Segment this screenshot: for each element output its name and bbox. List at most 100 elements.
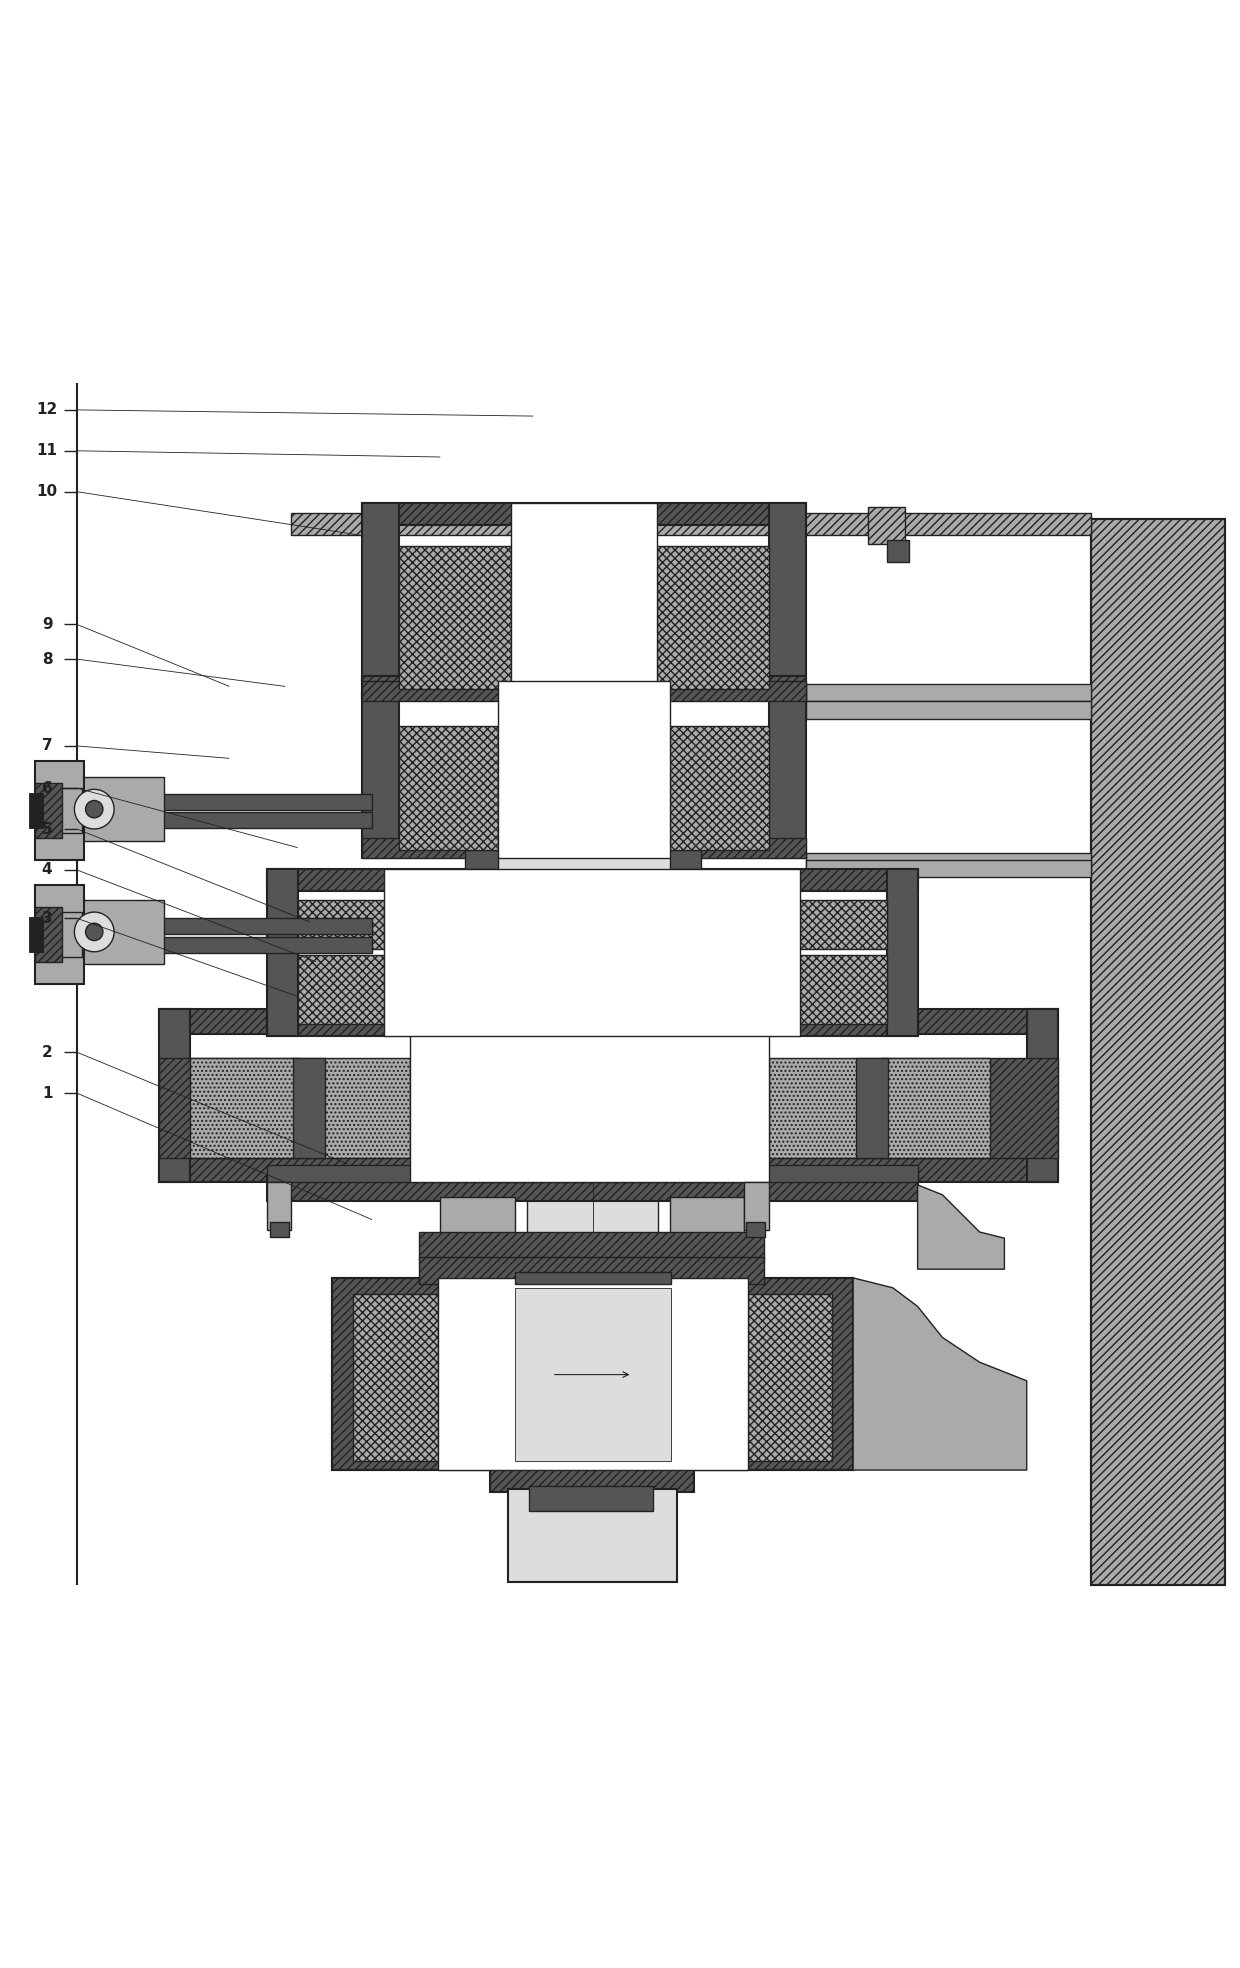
Bar	[882, 1059, 1058, 1157]
Bar	[744, 1183, 769, 1230]
Bar	[657, 547, 769, 689]
Bar	[159, 1059, 298, 1157]
Bar	[29, 793, 43, 829]
Bar	[1027, 1010, 1058, 1183]
Bar	[362, 681, 806, 701]
Bar	[267, 1014, 918, 1035]
Polygon shape	[853, 1277, 1027, 1470]
Bar	[529, 1486, 653, 1511]
Bar	[159, 1010, 190, 1183]
Bar	[291, 514, 1091, 535]
Bar	[806, 685, 1091, 701]
Bar	[267, 1177, 918, 1200]
Bar	[438, 1277, 748, 1470]
Bar	[806, 852, 1091, 870]
Bar	[856, 1059, 888, 1157]
Circle shape	[86, 801, 103, 819]
Bar	[527, 691, 658, 1283]
Bar	[270, 1222, 289, 1238]
Text: 4: 4	[42, 862, 52, 878]
Text: 9: 9	[42, 616, 52, 632]
Bar	[362, 677, 806, 699]
Circle shape	[74, 789, 114, 829]
Bar	[410, 1010, 769, 1183]
Bar	[769, 1059, 990, 1157]
Bar	[362, 838, 806, 858]
Bar	[159, 1010, 1058, 1033]
Bar	[806, 860, 1091, 878]
Bar	[515, 1277, 671, 1474]
Bar	[362, 504, 806, 525]
Bar	[769, 504, 806, 699]
Bar	[267, 1165, 918, 1183]
Bar	[35, 762, 84, 860]
Text: 5: 5	[42, 821, 52, 836]
Bar	[79, 777, 164, 842]
Bar	[498, 856, 670, 888]
Bar	[50, 787, 82, 832]
Bar	[746, 1222, 765, 1238]
Circle shape	[74, 911, 114, 953]
Text: 10: 10	[36, 484, 58, 500]
Text: 8: 8	[42, 651, 52, 667]
Bar	[484, 1258, 702, 1281]
Bar	[29, 917, 43, 953]
Bar	[440, 1197, 515, 1234]
Bar	[267, 868, 918, 892]
Bar	[161, 795, 372, 811]
Text: 6: 6	[42, 781, 52, 795]
Bar	[670, 1197, 744, 1234]
Bar	[399, 547, 511, 689]
Bar	[800, 899, 887, 949]
Bar	[291, 514, 1091, 535]
Bar	[1091, 520, 1225, 1586]
Bar	[465, 850, 701, 868]
Bar	[353, 1295, 438, 1462]
Bar	[498, 681, 670, 858]
Bar	[50, 911, 82, 956]
Bar	[511, 504, 657, 699]
Bar	[35, 907, 62, 962]
Bar	[887, 868, 918, 1035]
Circle shape	[86, 923, 103, 941]
Polygon shape	[918, 1185, 1004, 1269]
Bar	[484, 1279, 702, 1307]
Bar	[362, 695, 399, 858]
Bar	[1091, 520, 1225, 1586]
Bar	[384, 868, 800, 1035]
Bar	[800, 956, 887, 1023]
Bar	[267, 868, 298, 1035]
Bar	[293, 1059, 325, 1157]
Bar	[515, 1271, 671, 1283]
Bar	[868, 506, 905, 543]
Bar	[419, 1258, 764, 1283]
Bar	[267, 1183, 291, 1230]
Bar	[332, 1277, 853, 1470]
Text: 1: 1	[42, 1086, 52, 1100]
Bar	[35, 886, 84, 984]
Bar	[806, 701, 1091, 718]
Bar	[35, 783, 62, 838]
Bar	[508, 1488, 677, 1582]
Bar	[362, 504, 399, 699]
Bar	[670, 726, 769, 850]
Bar	[161, 811, 372, 829]
Bar	[419, 1232, 764, 1260]
Bar	[769, 695, 806, 858]
Bar	[399, 726, 498, 850]
Bar	[298, 956, 384, 1023]
Bar	[79, 899, 164, 964]
Bar	[161, 919, 372, 935]
Bar	[490, 1468, 694, 1492]
Bar	[332, 1277, 853, 1470]
Text: 2: 2	[42, 1045, 52, 1059]
Bar	[161, 937, 372, 953]
Bar	[887, 539, 909, 563]
Text: 7: 7	[42, 738, 52, 754]
Bar	[159, 1157, 1058, 1183]
Text: 3: 3	[42, 911, 52, 925]
Text: 11: 11	[37, 443, 57, 459]
Bar	[748, 1295, 832, 1462]
Bar	[515, 1287, 671, 1462]
Bar	[298, 899, 384, 949]
